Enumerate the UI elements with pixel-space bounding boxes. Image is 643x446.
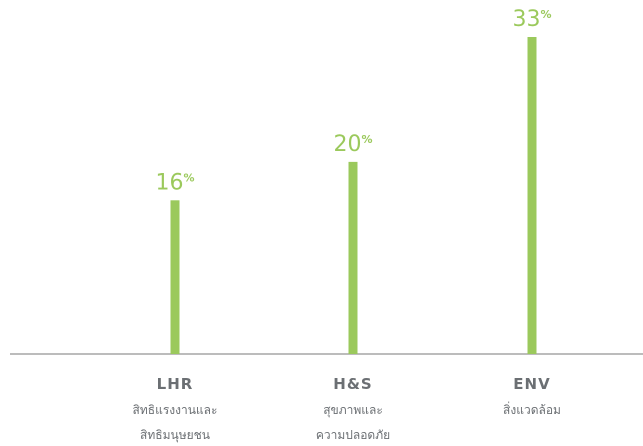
bar-h-s [348, 161, 358, 354]
bar-lhr [170, 200, 180, 354]
value-label-h-s: 20% [333, 132, 372, 157]
category-description-h-s-line-2: ความปลอดภัย [316, 428, 390, 442]
category-label-lhr: LHR [157, 375, 194, 393]
value-unit: % [361, 133, 372, 146]
category-description-lhr-line-2: สิทธิมนุษยชน [140, 428, 210, 443]
category-label-h-s: H&S [333, 375, 372, 393]
value-number: 20 [333, 132, 361, 157]
value-number: 16 [155, 170, 183, 195]
value-label-lhr: 16% [155, 170, 194, 195]
category-description-env-line-1: สิ่งแวดล้อม [503, 401, 561, 417]
category-label-env: ENV [513, 375, 550, 393]
value-label-env: 33% [512, 7, 551, 32]
category-description-h-s-line-1: สุขภาพและ [323, 403, 383, 418]
category-description-lhr-line-1: สิทธิแรงงานและ [133, 403, 218, 417]
bars-layer [170, 37, 537, 354]
value-unit: % [540, 8, 551, 21]
value-number: 33 [512, 7, 540, 32]
bar-env [527, 37, 537, 354]
value-unit: % [183, 171, 194, 184]
